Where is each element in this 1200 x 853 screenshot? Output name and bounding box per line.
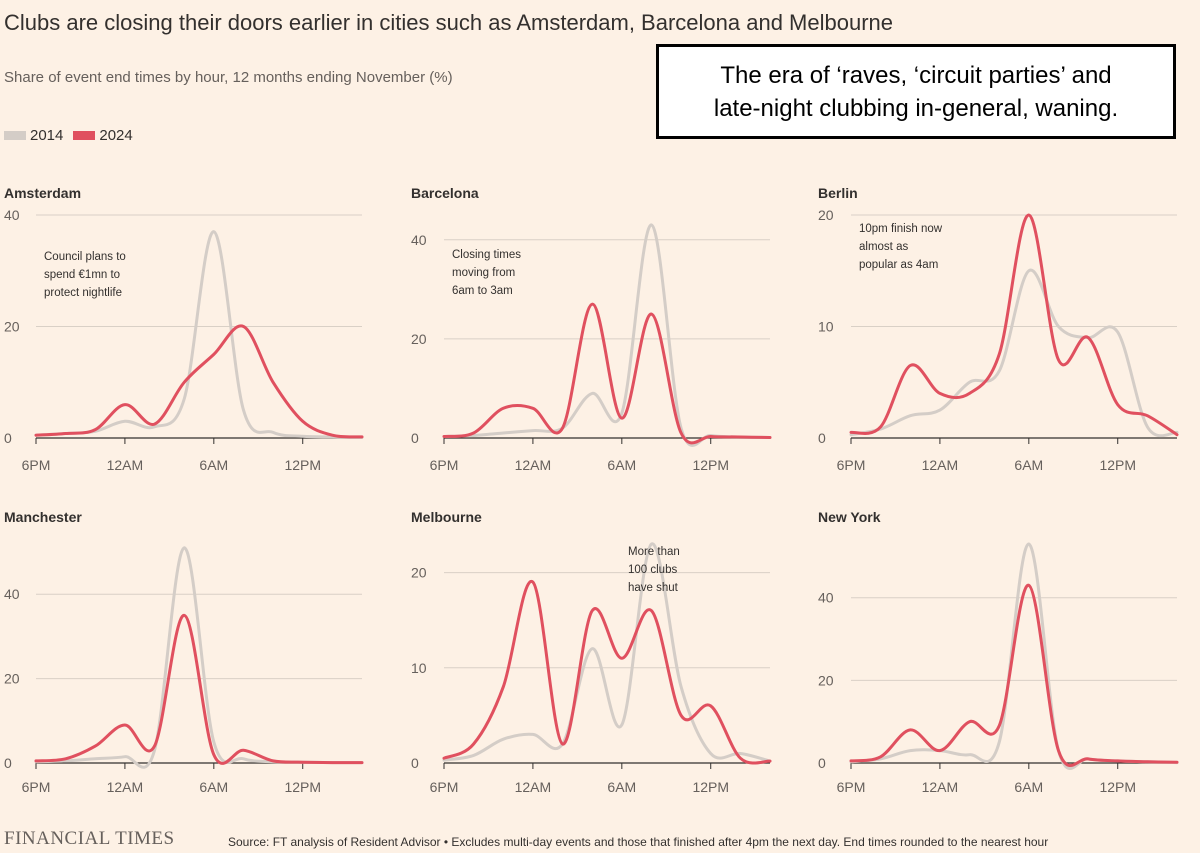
x-tick-label-amsterdam-12am: 12AM <box>107 457 144 473</box>
series-line-amsterdam-2024 <box>34 324 364 439</box>
x-tick-label-melbourne-6am: 6AM <box>607 779 636 795</box>
panel-title-amsterdam: Amsterdam <box>4 185 81 201</box>
chart-subtitle: Share of event end times by hour, 12 mon… <box>4 69 453 86</box>
series-line-melbourne-2024 <box>442 580 772 765</box>
series-line-melbourne-2014 <box>442 542 772 763</box>
x-tick-label-new-york-6pm: 6PM <box>837 779 866 795</box>
x-tick-label-manchester-6am: 6AM <box>199 779 228 795</box>
x-tick-label-new-york-12pm: 12PM <box>1099 779 1136 795</box>
annotation-melbourne-1: 100 clubs <box>628 564 677 576</box>
series-line-berlin-2024 <box>849 213 1179 437</box>
annotation-barcelona-2: 6am to 3am <box>452 285 513 297</box>
x-tick-label-melbourne-12pm: 12PM <box>692 779 729 795</box>
y-tick-label-new-york-40: 40 <box>818 590 834 606</box>
series-line-amsterdam-2014 <box>34 230 364 439</box>
x-tick-label-manchester-12am: 12AM <box>107 779 144 795</box>
x-tick-label-barcelona-12am: 12AM <box>515 457 552 473</box>
callout-line-1: The era of ‘raves, ‘circuit parties’ and <box>720 62 1112 89</box>
annotation-amsterdam-0: Council plans to <box>44 251 126 263</box>
annotation-berlin-0: 10pm finish now <box>859 223 943 235</box>
panel-title-new-york: New York <box>818 509 881 525</box>
annotation-barcelona-0: Closing times <box>452 249 521 261</box>
y-tick-label-berlin-20: 20 <box>818 207 834 223</box>
y-tick-label-amsterdam-20: 20 <box>4 319 20 335</box>
legend: 2014 2024 <box>4 127 143 144</box>
panel-title-manchester: Manchester <box>4 509 82 525</box>
legend-swatch-2014 <box>4 131 26 140</box>
annotation-barcelona-1: moving from <box>452 267 515 279</box>
x-tick-label-amsterdam-6pm: 6PM <box>22 457 51 473</box>
y-tick-label-manchester-20: 20 <box>4 671 20 687</box>
x-tick-label-berlin-12pm: 12PM <box>1099 457 1136 473</box>
y-tick-label-barcelona-20: 20 <box>411 331 427 347</box>
y-tick-label-melbourne-0: 0 <box>411 755 419 771</box>
x-tick-label-berlin-6pm: 6PM <box>837 457 866 473</box>
x-tick-label-barcelona-6pm: 6PM <box>430 457 459 473</box>
y-tick-label-berlin-0: 0 <box>818 430 826 446</box>
chart-title: Clubs are closing their doors earlier in… <box>4 10 893 35</box>
x-tick-label-berlin-6am: 6AM <box>1014 457 1043 473</box>
x-tick-label-manchester-12pm: 12PM <box>284 779 321 795</box>
x-tick-label-barcelona-6am: 6AM <box>607 457 636 473</box>
x-tick-label-melbourne-12am: 12AM <box>515 779 552 795</box>
annotation-melbourne-2: have shut <box>628 582 679 594</box>
series-line-new-york-2024 <box>849 583 1179 767</box>
x-tick-label-berlin-12am: 12AM <box>922 457 959 473</box>
annotation-berlin-1: almost as <box>859 241 908 253</box>
annotation-amsterdam-1: spend €1mn to <box>44 269 120 281</box>
x-tick-label-manchester-6pm: 6PM <box>22 779 51 795</box>
legend-label-2014: 2014 <box>30 127 64 144</box>
x-tick-label-amsterdam-12pm: 12PM <box>284 457 321 473</box>
panel-title-berlin: Berlin <box>818 185 858 201</box>
x-tick-label-amsterdam-6am: 6AM <box>199 457 228 473</box>
annotation-melbourne-0: More than <box>628 546 680 558</box>
legend-item-2024: 2024 <box>73 127 133 144</box>
x-tick-label-barcelona-12pm: 12PM <box>692 457 729 473</box>
y-tick-label-amsterdam-0: 0 <box>4 430 12 446</box>
ft-logo: FINANCIAL TIMES <box>4 828 175 849</box>
legend-item-2014: 2014 <box>4 127 63 144</box>
annotation-amsterdam-2: protect nightlife <box>44 287 122 299</box>
x-tick-label-new-york-12am: 12AM <box>922 779 959 795</box>
x-tick-label-new-york-6am: 6AM <box>1014 779 1043 795</box>
callout-line-2: late-night clubbing in-general, waning. <box>713 95 1119 122</box>
y-tick-label-melbourne-20: 20 <box>411 565 427 581</box>
legend-label-2024: 2024 <box>99 127 133 144</box>
series-line-manchester-2024 <box>34 613 364 765</box>
y-tick-label-barcelona-40: 40 <box>411 232 427 248</box>
x-tick-label-melbourne-6pm: 6PM <box>430 779 459 795</box>
series-line-barcelona-2024 <box>442 302 772 445</box>
y-tick-label-amsterdam-40: 40 <box>4 207 20 223</box>
y-tick-label-berlin-10: 10 <box>818 319 834 335</box>
y-tick-label-manchester-40: 40 <box>4 586 20 602</box>
series-line-berlin-2014 <box>849 268 1179 438</box>
panel-title-melbourne: Melbourne <box>411 509 482 525</box>
y-tick-label-new-york-0: 0 <box>818 755 826 771</box>
panel-title-barcelona: Barcelona <box>411 185 479 201</box>
source-note: Source: FT analysis of Resident Advisor … <box>228 835 1049 849</box>
y-tick-label-barcelona-0: 0 <box>411 430 419 446</box>
legend-swatch-2024 <box>73 131 96 140</box>
annotation-berlin-2: popular as 4am <box>859 259 938 271</box>
y-tick-label-new-york-20: 20 <box>818 672 834 688</box>
y-tick-label-manchester-0: 0 <box>4 755 12 771</box>
callout-box: The era of ‘raves, ‘circuit parties’ and… <box>656 44 1176 139</box>
series-line-manchester-2014 <box>34 546 364 769</box>
y-tick-label-melbourne-10: 10 <box>411 660 427 676</box>
